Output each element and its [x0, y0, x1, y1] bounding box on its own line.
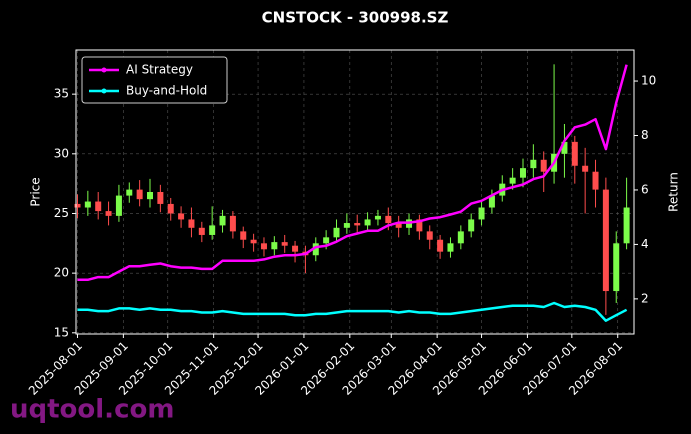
candle-body	[271, 242, 278, 250]
legend-marker	[101, 67, 107, 73]
candle-body	[364, 219, 371, 226]
y-tick-label: 25	[54, 206, 69, 220]
candle-body	[385, 215, 392, 224]
candle-body	[95, 201, 102, 212]
y-tick-label: 35	[54, 87, 69, 101]
candle-body	[561, 141, 568, 154]
y2-tick-label: 6	[641, 182, 649, 196]
candle-body	[333, 227, 340, 238]
candle-body	[136, 189, 143, 200]
candle-body	[416, 219, 423, 232]
candle-body	[157, 192, 164, 204]
candle-body	[395, 223, 402, 228]
candle-body	[613, 243, 620, 292]
candle-body	[240, 231, 247, 240]
candle-body	[198, 227, 205, 235]
candle-body	[209, 225, 216, 235]
candle-body	[323, 237, 330, 244]
candle-body	[115, 195, 122, 216]
plot-frame	[75, 49, 635, 335]
candle-body	[488, 195, 495, 208]
candle-body	[126, 189, 133, 196]
candle-body	[540, 159, 547, 172]
candle-body	[178, 213, 185, 220]
candle-body	[478, 207, 485, 220]
candle-body	[571, 141, 578, 166]
candle-body	[188, 219, 195, 228]
candle-body	[260, 243, 267, 250]
candle-body	[354, 223, 361, 226]
y-tick-label: 30	[54, 146, 69, 160]
candle-body	[219, 215, 226, 226]
y2-tick-label: 2	[641, 291, 649, 305]
candle-body	[147, 192, 154, 200]
y-axis-label: Price	[29, 177, 43, 206]
y2-axis-label: Return	[667, 172, 681, 212]
candle-body	[229, 215, 236, 232]
candle-body	[281, 242, 288, 246]
candle-body	[250, 239, 257, 244]
candle-body	[437, 239, 444, 252]
return-line	[77, 64, 628, 282]
candle-body	[468, 219, 475, 232]
candle-body	[426, 231, 433, 240]
legend-marker	[101, 88, 107, 94]
candle-body	[457, 231, 464, 244]
candle-body	[582, 165, 589, 172]
candle-body	[343, 223, 350, 228]
y2-tick-label: 10	[641, 74, 656, 88]
candle-body	[509, 177, 516, 184]
candle-body	[84, 201, 91, 208]
y-tick-label: 20	[54, 266, 69, 280]
chart-title: CNSTOCK - 300998.SZ	[262, 9, 449, 27]
return-line	[77, 301, 628, 322]
candle-body	[312, 243, 319, 256]
candle-body	[602, 189, 609, 292]
legend-label: AI Strategy	[126, 63, 193, 77]
candle-body	[105, 211, 112, 216]
candle-body	[592, 171, 599, 190]
candle-body	[447, 243, 454, 252]
y-tick-label: 15	[54, 325, 69, 339]
y2-tick-label: 8	[641, 128, 649, 142]
candle-body	[292, 245, 299, 252]
legend-label: Buy-and-Hold	[126, 84, 207, 98]
watermark: uqtool.com	[10, 395, 174, 425]
candle-body	[519, 168, 526, 178]
candle-body	[74, 203, 81, 208]
candle-body	[374, 215, 381, 220]
candle-body	[167, 203, 174, 214]
y2-tick-label: 4	[641, 237, 649, 251]
candle-body	[623, 207, 630, 244]
candle-body	[530, 159, 537, 169]
